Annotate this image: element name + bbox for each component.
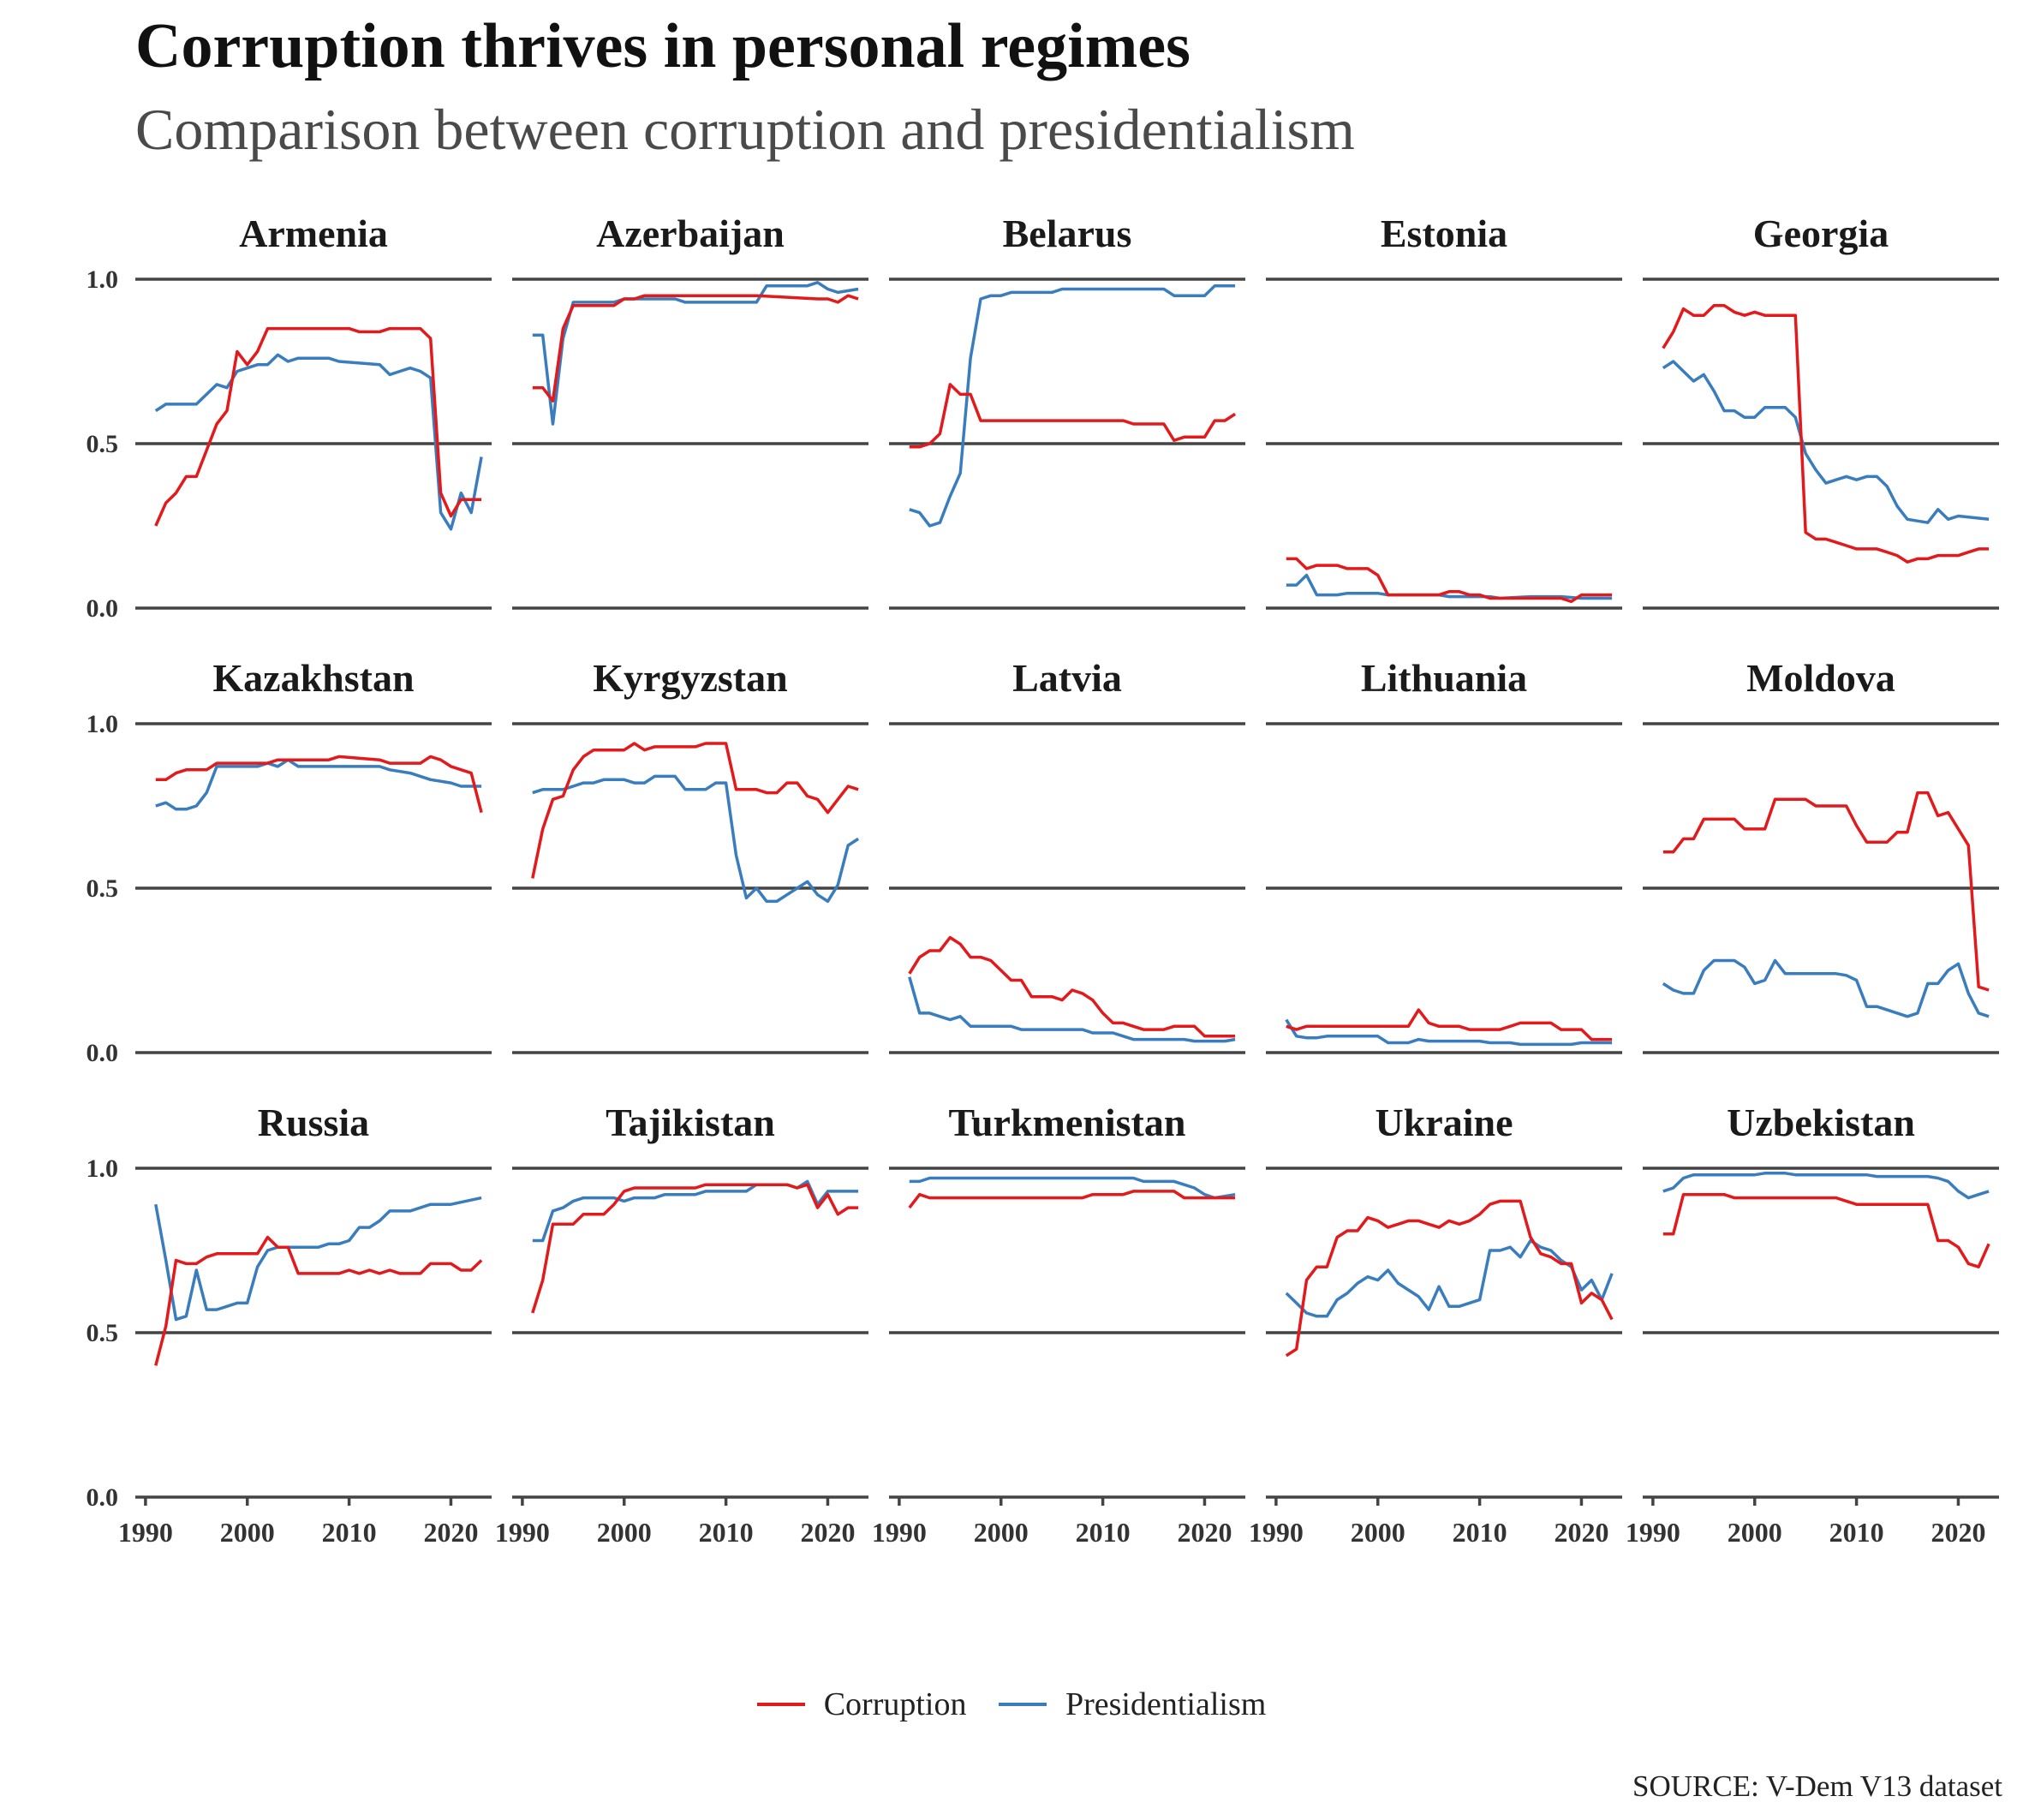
legend: Corruption Presidentialism <box>0 1677 2023 1723</box>
legend-swatch-corruption <box>756 1703 805 1706</box>
x-tick-label: 2000 <box>220 1517 275 1548</box>
y-tick-label: 0.0 <box>87 1483 119 1512</box>
presidentialism-line-azerbaijan <box>532 281 859 426</box>
y-tick-label: 0.5 <box>87 1319 119 1347</box>
y-tick-label: 0.0 <box>87 594 119 623</box>
presidentialism-line-ukraine <box>1285 1238 1614 1318</box>
source-note: SOURCE: V-Dem V13 dataset <box>1632 1769 2002 1803</box>
presidentialism-line-tajikistan <box>532 1179 859 1243</box>
presidentialism-line-estonia <box>1286 573 1613 600</box>
facet-title-ukraine: Ukraine <box>1376 1101 1513 1144</box>
facet-title-tajikistan: Tajikistan <box>606 1101 775 1144</box>
chart-title: Corruption thrives in personal regimes <box>135 11 1191 81</box>
x-tick-label: 1990 <box>872 1517 927 1548</box>
y-tick-label: 0.0 <box>87 1039 119 1067</box>
x-tick-label: 2020 <box>1931 1517 1985 1548</box>
x-tick-label: 2020 <box>1554 1517 1608 1548</box>
presidentialism-line-armenia <box>154 353 483 531</box>
facet-title-azerbaijan: Azerbaijan <box>596 212 785 255</box>
corruption-line-armenia <box>154 326 482 527</box>
facet-title-estonia: Estonia <box>1381 212 1507 255</box>
faceted-line-chart: Armenia Azerbaijan Belarus Estonia Georgia Ka… <box>87 212 1999 1548</box>
x-tick-label: 2000 <box>597 1517 652 1548</box>
facet-title-russia: Russia <box>258 1101 369 1144</box>
corruption-line-uzbekistan <box>1662 1192 1990 1268</box>
presidentialism-line-belarus <box>909 283 1236 528</box>
legend-label-presidentialism: Presidentialism <box>1065 1686 1267 1722</box>
presidentialism-line-latvia <box>908 976 1236 1043</box>
x-tick-label: 2010 <box>322 1517 377 1548</box>
x-tick-label: 1990 <box>118 1517 173 1548</box>
x-tick-label: 2020 <box>1177 1517 1232 1548</box>
presidentialism-line-lithuania <box>1285 1018 1613 1047</box>
legend-label-corruption: Corruption <box>823 1686 967 1722</box>
facet-title-armenia: Armenia <box>239 212 388 255</box>
facet-title-lithuania: Lithuania <box>1361 656 1527 700</box>
corruption-line-kazakhstan <box>155 755 483 814</box>
presidentialism-line-kyrgyzstan <box>532 774 860 904</box>
presidentialism-line-moldova <box>1662 958 1990 1018</box>
y-tick-label: 1.0 <box>87 266 119 294</box>
presidentialism-line-turkmenistan <box>909 1176 1236 1200</box>
x-tick-label: 2010 <box>699 1517 754 1548</box>
legend-item-presidentialism: Presidentialism <box>998 1686 1267 1723</box>
x-tick-label: 2020 <box>423 1517 478 1548</box>
corruption-line-turkmenistan <box>908 1190 1236 1209</box>
facet-title-kazakhstan: Kazakhstan <box>212 656 414 700</box>
facet-title-belarus: Belarus <box>1003 212 1132 255</box>
x-tick-label: 1990 <box>1249 1517 1304 1548</box>
facet-title-turkmenistan: Turkmenistan <box>949 1101 1186 1144</box>
x-tick-label: 2010 <box>1829 1517 1884 1548</box>
x-tick-label: 2010 <box>1076 1517 1131 1548</box>
y-tick-label: 0.5 <box>87 430 119 458</box>
x-tick-label: 2000 <box>1728 1517 1782 1548</box>
x-tick-label: 1990 <box>1626 1517 1680 1548</box>
x-tick-label: 2020 <box>800 1517 855 1548</box>
corruption-line-azerbaijan <box>532 294 859 403</box>
y-tick-label: 0.5 <box>87 874 119 903</box>
y-tick-label: 1.0 <box>87 710 119 738</box>
facet-title-latvia: Latvia <box>1012 656 1122 700</box>
legend-item-corruption: Corruption <box>756 1686 967 1723</box>
presidentialism-line-russia <box>154 1196 482 1322</box>
x-tick-label: 2000 <box>974 1517 1029 1548</box>
y-tick-label: 1.0 <box>87 1155 119 1183</box>
x-tick-label: 2010 <box>1453 1517 1507 1548</box>
corruption-line-latvia <box>908 935 1236 1038</box>
facet-title-moldova: Moldova <box>1746 656 1895 700</box>
facet-title-uzbekistan: Uzbekistan <box>1727 1101 1915 1144</box>
corruption-line-georgia <box>1662 303 1990 564</box>
x-tick-label: 2000 <box>1351 1517 1405 1548</box>
presidentialism-line-georgia <box>1662 360 1990 524</box>
corruption-line-moldova <box>1662 791 1990 992</box>
corruption-line-belarus <box>909 383 1237 449</box>
corruption-line-lithuania <box>1286 1008 1613 1041</box>
corruption-line-estonia <box>1286 557 1613 604</box>
corruption-line-tajikistan <box>531 1183 859 1314</box>
corruption-line-kyrgyzstan <box>531 742 859 879</box>
legend-swatch-presidentialism <box>998 1703 1047 1706</box>
corruption-line-russia <box>154 1235 483 1366</box>
facet-title-kyrgyzstan: Kyrgyzstan <box>593 656 787 700</box>
x-tick-label: 1990 <box>495 1517 550 1548</box>
presidentialism-line-uzbekistan <box>1662 1172 1990 1200</box>
presidentialism-line-kazakhstan <box>155 758 482 811</box>
chart-subtitle: Comparison between corruption and presid… <box>135 97 1355 162</box>
corruption-line-ukraine <box>1285 1199 1614 1358</box>
facet-title-georgia: Georgia <box>1753 212 1889 255</box>
